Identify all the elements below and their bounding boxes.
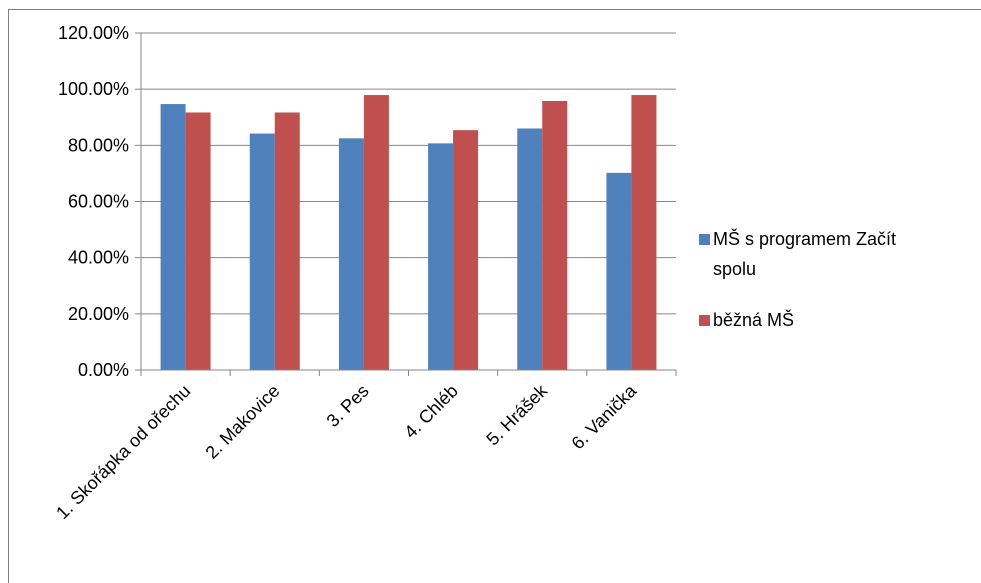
x-tick-label: 5. Hrášek — [482, 380, 551, 449]
bar-series-2 — [274, 112, 300, 370]
bar-series-2 — [363, 95, 389, 371]
bars — [160, 95, 657, 371]
x-tick-label: 1. Skořápka od ořechu — [52, 381, 194, 523]
bar-series-2 — [453, 130, 479, 370]
x-tick-label: 6. Vanička — [568, 380, 641, 453]
x-tick-label: 2. Makovice — [202, 381, 284, 463]
x-tick-label: 4. Chléb — [400, 381, 462, 443]
y-tick-label: 100.00% — [58, 79, 129, 99]
y-tick-label: 120.00% — [58, 23, 129, 43]
y-tick-label: 80.00% — [68, 135, 129, 155]
bar-series-2 — [185, 112, 211, 370]
bar-series-1 — [606, 172, 632, 370]
legend-label: spolu — [713, 259, 756, 279]
y-tick-label: 0.00% — [78, 360, 129, 380]
chart-frame — [8, 9, 981, 583]
bar-series-1 — [249, 133, 275, 370]
bar-series-1 — [338, 138, 364, 370]
x-tick-label: 3. Pes — [323, 381, 373, 431]
y-tick-label: 60.00% — [68, 192, 129, 212]
x-tick-labels: 1. Skořápka od ořechu 2. Makovice 3. Pes 4.… — [52, 380, 641, 523]
legend-swatch — [699, 234, 710, 245]
legend-label: běžná MŠ — [713, 309, 794, 330]
bar-series-2 — [542, 100, 568, 370]
bar-series-1 — [428, 143, 454, 370]
bar-series-2 — [631, 95, 657, 371]
y-tick-labels: 0.00% 20.00% 40.00% 60.00% 80.00% 100.00% 120.… — [58, 23, 129, 380]
legend-label: MŠ s programem Začít — [713, 228, 896, 249]
axes — [135, 32, 677, 376]
gridlines — [141, 32, 676, 315]
legend-swatch — [699, 315, 710, 326]
bar-series-1 — [517, 128, 543, 370]
bar-series-1 — [160, 104, 186, 370]
legend: MŠ s programem Začít spolu běžná MŠ — [699, 228, 896, 330]
y-tick-label: 20.00% — [68, 304, 129, 324]
y-tick-label: 40.00% — [68, 248, 129, 268]
